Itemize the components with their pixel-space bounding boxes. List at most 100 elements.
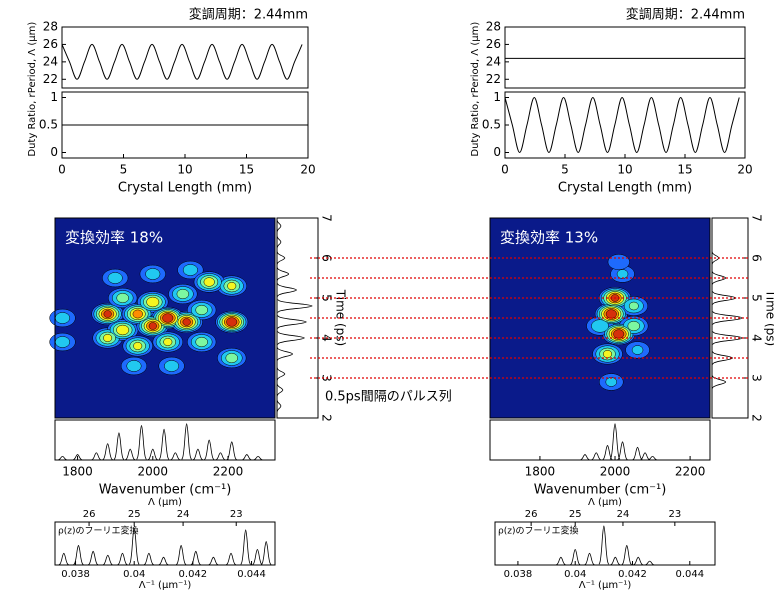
- heatmap-spot: [163, 314, 174, 323]
- peak: [103, 444, 113, 460]
- x-tick-label: 5: [561, 163, 569, 177]
- x2-tick-label: 24: [177, 509, 190, 520]
- x2-tick-label: 23: [230, 509, 243, 520]
- heatmap-spot: [606, 310, 617, 319]
- peak: [277, 368, 285, 381]
- y-tick-label: 7: [750, 214, 764, 222]
- y-tick-label: 2: [750, 414, 764, 422]
- peak: [59, 553, 69, 565]
- heatmap-spot: [127, 360, 142, 371]
- x2-tick-label: 25: [128, 509, 141, 520]
- x2-axis-label: Λ (μm): [148, 497, 182, 508]
- x-axis-label: Crystal Length (mm): [558, 181, 692, 196]
- x-tick-label: 10: [617, 163, 632, 177]
- data-line: [505, 98, 739, 153]
- heatmap-spot: [183, 264, 198, 275]
- peak: [633, 557, 643, 565]
- y-tick-label: 1: [50, 90, 58, 104]
- peak: [92, 453, 102, 460]
- peak: [103, 555, 113, 565]
- x2-tick-label: 23: [668, 509, 681, 520]
- x-tick-label: 15: [677, 163, 692, 177]
- peak: [216, 453, 226, 460]
- heatmap-spot: [108, 272, 123, 283]
- heatmap-spot: [628, 321, 640, 331]
- efficiency-label: 変換効率 13%: [500, 229, 598, 247]
- y-tick-label: 28: [486, 20, 501, 34]
- x-tick-label: 0.04: [564, 569, 586, 580]
- x-tick-label: 0.044: [237, 569, 266, 580]
- peak: [74, 545, 84, 564]
- x2-tick-label: 24: [617, 509, 630, 520]
- peak: [277, 348, 292, 361]
- heatmap-spot: [196, 337, 208, 347]
- peak: [580, 455, 590, 460]
- y-tick-label: 22: [43, 72, 58, 86]
- panel-frame: [55, 420, 275, 460]
- heatmap-spot: [196, 305, 208, 315]
- x-tick-label: 2000: [600, 465, 631, 479]
- heatmap-spot: [147, 297, 159, 307]
- y-tick-label: 0: [50, 145, 58, 159]
- peak: [191, 551, 201, 564]
- x-tick-label: 5: [120, 163, 128, 177]
- peak: [278, 316, 307, 329]
- peak: [226, 553, 236, 565]
- y-tick-label: 7: [320, 214, 334, 222]
- x-axis-label: Crystal Length (mm): [118, 181, 252, 196]
- y-axis-label: Period, Λ (μm): [470, 22, 481, 94]
- heatmap-spot: [177, 289, 189, 299]
- heatmap-spot: [55, 312, 70, 323]
- peak: [277, 236, 281, 249]
- heatmap-spot: [204, 278, 215, 287]
- peak: [137, 425, 147, 459]
- peak: [585, 553, 595, 565]
- peak: [599, 526, 609, 564]
- heatmap-spot: [617, 270, 628, 279]
- peak: [58, 456, 68, 460]
- heatmap-spot: [117, 293, 129, 303]
- peak: [277, 400, 281, 413]
- peak: [242, 455, 252, 460]
- peak: [204, 440, 214, 460]
- peak: [176, 545, 186, 564]
- y-tick-label: 5: [750, 294, 764, 302]
- peak: [171, 453, 181, 460]
- peak: [640, 453, 650, 460]
- x-tick-label: 1800: [525, 465, 556, 479]
- heatmap-spot: [104, 311, 112, 318]
- x-tick-label: 2000: [138, 465, 169, 479]
- x-tick-label: 0: [501, 163, 509, 177]
- panel-annotation: ρ(z)のフーリエ変換: [58, 525, 138, 537]
- peak: [118, 553, 128, 565]
- heatmap-spot: [133, 310, 143, 318]
- peak: [277, 220, 281, 233]
- y-tick-label: 3: [750, 374, 764, 382]
- x-axis-label: Λ⁻¹ (μm⁻¹): [139, 580, 192, 591]
- x-tick-label: 0.04: [123, 569, 145, 580]
- x-tick-label: 0.038: [61, 569, 90, 580]
- x-tick-label: 2200: [213, 465, 244, 479]
- y-axis-label: Period, Λ (μm): [27, 22, 38, 94]
- heatmap-spot: [228, 282, 237, 290]
- x2-axis-label: Λ (μm): [588, 497, 622, 508]
- peak: [277, 268, 288, 281]
- heatmap-spot: [133, 342, 142, 350]
- x-axis-label: Wavenumber (cm⁻¹): [534, 483, 667, 498]
- peak: [618, 442, 628, 460]
- x2-tick-label: 26: [83, 509, 96, 520]
- x-tick-label: 0.042: [618, 569, 647, 580]
- heatmap-spot: [606, 378, 617, 387]
- y-tick-label: 28: [43, 20, 58, 34]
- y-axis-label: Duty Ratio, r: [470, 93, 481, 157]
- heatmap-spot: [55, 336, 70, 347]
- y-tick-label: 6: [750, 254, 764, 262]
- x-tick-label: 15: [239, 163, 254, 177]
- heatmap-spot: [603, 350, 612, 358]
- y-tick-label: 24: [486, 54, 501, 68]
- peak: [125, 449, 135, 460]
- heatmap-spot: [183, 319, 191, 326]
- peak: [88, 551, 98, 564]
- peak: [227, 442, 237, 460]
